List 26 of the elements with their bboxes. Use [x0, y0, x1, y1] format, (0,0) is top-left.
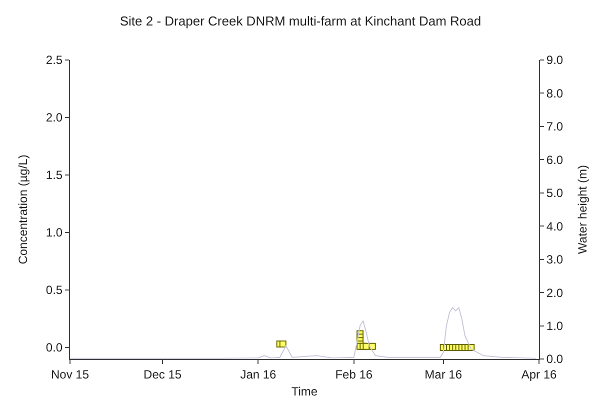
x-axis-title: Time — [291, 384, 318, 398]
y2-tick-label: 1.0 — [546, 318, 564, 333]
y-tick-label: 2.5 — [46, 53, 63, 68]
y2-tick-label: 2.0 — [546, 286, 564, 300]
y2-tick-label: 0.0 — [546, 352, 564, 366]
y2-tick-label: 7.0 — [546, 120, 564, 134]
y-tick-label: 0.5 — [46, 283, 63, 298]
x-tick-label: Dec 15 — [144, 367, 182, 382]
y2-tick-label: 5.0 — [546, 186, 564, 200]
y2-tick-label: 4.0 — [546, 219, 564, 234]
y2-tick-label: 9.0 — [546, 53, 564, 68]
x-tick-label: Mar 16 — [424, 367, 462, 382]
x-tick-label: Jan 16 — [240, 367, 277, 382]
x-tick-label: Nov 15 — [50, 367, 90, 382]
y-tick-label: 1.5 — [46, 168, 63, 182]
y-tick-label: 0.0 — [46, 340, 63, 355]
y-axis-title: Concentration (µg/L) — [16, 154, 30, 264]
y2-axis-title: Water height (m) — [575, 165, 590, 254]
y-tick-label: 2.0 — [46, 110, 63, 125]
x-tick-label: Apr 16 — [521, 367, 557, 382]
y2-tick-label: 6.0 — [546, 152, 564, 167]
y2-tick-label: 8.0 — [546, 86, 564, 100]
chart-title: Site 2 - Draper Creek DNRM multi-farm at Kinchant Dam Road — [120, 13, 482, 28]
y-tick-label: 1.0 — [46, 226, 63, 240]
x-tick-label: Feb 16 — [335, 367, 373, 382]
y2-tick-label: 3.0 — [546, 252, 564, 267]
